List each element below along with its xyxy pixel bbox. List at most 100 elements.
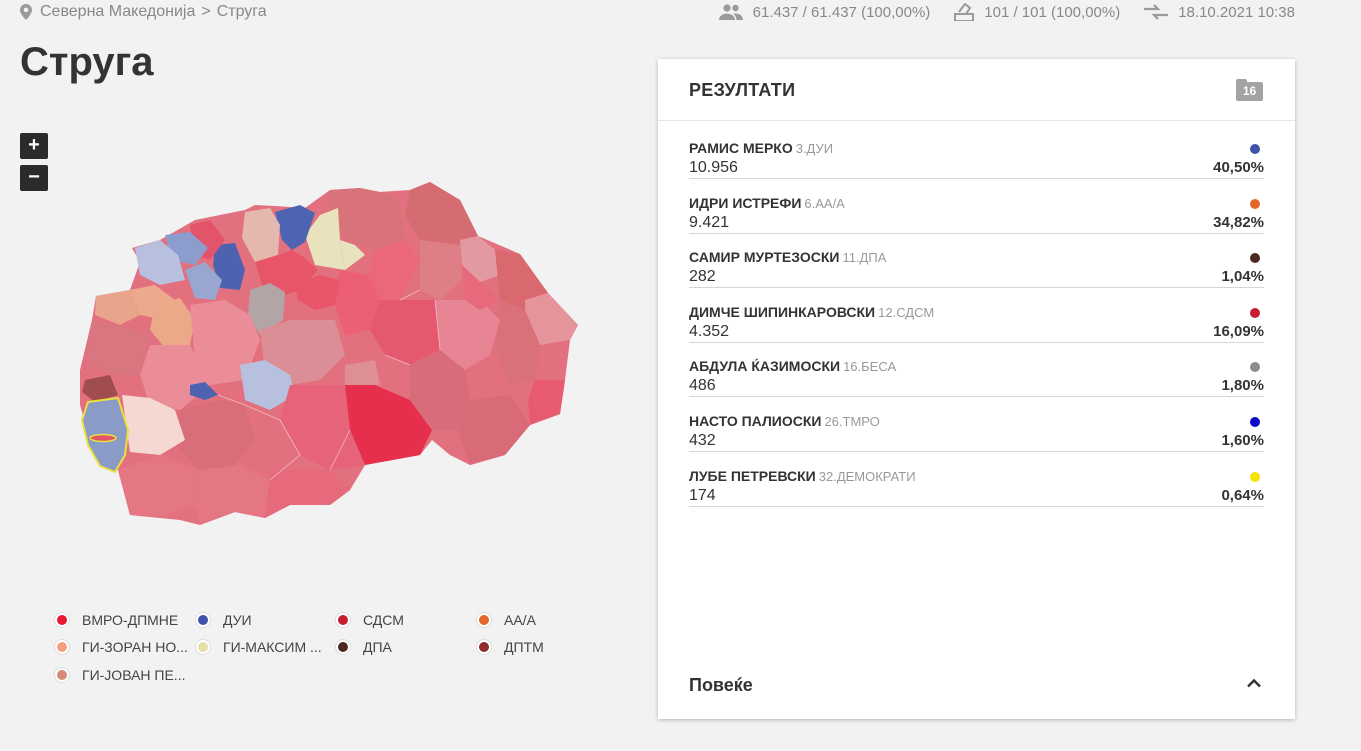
legend-item[interactable]: ДПТМ [477, 639, 544, 655]
swap-arrows-icon [1144, 4, 1169, 20]
map-region-center-east[interactable] [435, 300, 500, 370]
map-region-skopje-gray[interactable] [248, 283, 285, 335]
map-region-southwest[interactable] [175, 400, 255, 470]
legend-dot [55, 613, 69, 627]
map-region-center-lightblue[interactable] [240, 360, 295, 410]
party-color-dot [1250, 253, 1260, 264]
top-bar: Северна Македонија > Струга 61.437 / 61.… [0, 0, 1361, 28]
legend-item[interactable]: ВМРО-ДПМНЕ [55, 612, 178, 628]
candidate-party: 12.СДСМ [878, 304, 935, 320]
zoom-in-button[interactable]: + [20, 133, 48, 159]
map-region-north-yellow[interactable] [305, 208, 365, 270]
map-region-skopje-east[interactable] [295, 275, 340, 310]
map-region-center-west[interactable] [260, 320, 345, 385]
result-row[interactable]: АБДУЛА ЌАЗИМОСКИ 16.БЕСА 486 1,80% [689, 355, 1264, 410]
people-icon [718, 4, 743, 20]
results-list: РАМИС МЕРКО 3.ДУИ 10.956 40,50% ИДРИ ИСТР… [689, 137, 1264, 519]
map-region-west-orange-2[interactable] [150, 298, 195, 348]
municipality-map[interactable] [70, 175, 585, 535]
location-pin-icon [20, 4, 32, 20]
zoom-out-button[interactable]: − [20, 165, 48, 191]
legend-label: ГИ-МАКСИМ ... [223, 639, 322, 655]
map-region-west-pink[interactable] [86, 320, 150, 375]
candidate-percent: 40,50% [1213, 159, 1264, 176]
result-row[interactable]: САМИР МУРТЕЗОСКИ 11.ДПА 282 1,04% [689, 246, 1264, 301]
legend-item[interactable]: ГИ-ЗОРАН НО... [55, 639, 188, 655]
map-region-south-center-red[interactable] [345, 385, 432, 465]
result-row[interactable]: НАСТО ПАЛИОСКИ 26.ТМРО 432 1,60% [689, 410, 1264, 465]
legend-label: ГИ-ЈОВАН ПЕ... [82, 667, 186, 683]
map-region-center-east-2[interactable] [462, 265, 500, 310]
candidate-party: 11.ДПА [842, 250, 887, 266]
legend-item[interactable]: СДСМ [336, 612, 404, 628]
legend-item[interactable]: ДПА [336, 639, 392, 655]
map-region-far-east[interactable] [525, 293, 578, 345]
result-row[interactable]: РАМИС МЕРКО 3.ДУИ 10.956 40,50% [689, 137, 1264, 192]
map-region-southeast-2[interactable] [528, 380, 565, 425]
legend-dot [477, 613, 491, 627]
candidate-votes: 282 [689, 268, 716, 286]
map-region-east-light[interactable] [460, 236, 500, 282]
legend-dot [196, 613, 210, 627]
map-region-north-blue[interactable] [275, 205, 315, 250]
map-region-center-2[interactable] [370, 300, 440, 365]
legend-label: ДПТМ [504, 639, 544, 655]
map-region-south-center-2[interactable] [410, 350, 470, 430]
map-region-southeast[interactable] [495, 300, 540, 385]
map-region-north-pink[interactable] [330, 188, 405, 250]
map-region-center[interactable] [335, 270, 380, 335]
map-struga-lake-marker [89, 433, 117, 443]
map-region-south-east-3[interactable] [458, 395, 530, 465]
ballot-box-icon [954, 3, 975, 21]
map-region-center-north[interactable] [368, 240, 420, 300]
map-region-borders [217, 239, 441, 481]
result-row[interactable]: ЛУБЕ ПЕТРЕВСКИ 32.ДЕМОКРАТИ 174 0,64% [689, 465, 1264, 520]
candidate-name: ДИМЧЕ ШИПИНКАРОВСКИ [689, 303, 876, 320]
results-title: РЕЗУЛТАТИ [689, 80, 796, 100]
map-region-east[interactable] [495, 250, 548, 310]
folder-count-badge[interactable]: 16 [1236, 79, 1263, 101]
row-divider [689, 341, 1264, 343]
map-region-south-1[interactable] [118, 455, 200, 518]
map-region-center-north-2[interactable] [420, 240, 462, 300]
candidate-votes: 10.956 [689, 159, 738, 176]
map-region-northeast[interactable] [405, 182, 478, 245]
polling-stations-value: 101 / 101 (100,00%) [984, 3, 1121, 21]
map-region-struga-east[interactable] [122, 395, 185, 455]
result-row[interactable]: ИДРИ ИСТРЕФИ 6.АА/А 9.421 34,82% [689, 192, 1264, 247]
more-button[interactable]: Повеќе [689, 675, 753, 695]
map-region-northwest-blue[interactable] [213, 243, 245, 290]
map-region-tetovo[interactable] [135, 240, 185, 285]
legend-item[interactable]: ДУИ [196, 612, 252, 628]
candidate-name: ИДРИ ИСТРЕФИ [689, 194, 802, 211]
breadcrumb-country-link[interactable]: Северна Македонија [40, 3, 196, 20]
map-region-south-3[interactable] [265, 470, 350, 518]
legend-item[interactable]: ГИ-ЈОВАН ПЕ... [55, 667, 185, 683]
result-row[interactable]: ДИМЧЕ ШИПИНКАРОВСКИ 12.СДСМ 4.352 16,09% [689, 301, 1264, 356]
candidate-votes: 4.352 [689, 322, 730, 340]
chevron-up-icon[interactable] [1246, 678, 1262, 688]
legend-item[interactable]: ГИ-МАКСИМ ... [196, 639, 322, 655]
map-region-debar[interactable] [82, 375, 118, 402]
row-divider [689, 450, 1264, 452]
party-color-dot [1250, 362, 1260, 373]
map-region-small-blue[interactable] [190, 382, 218, 400]
map-region-north-beige[interactable] [242, 208, 280, 262]
folder-count: 16 [1236, 82, 1263, 101]
map-region-tetovo-2[interactable] [185, 262, 222, 300]
map-region-south-center[interactable] [280, 385, 365, 470]
map-region-south-2[interactable] [195, 465, 270, 525]
row-divider [689, 287, 1264, 289]
legend-dot [336, 640, 350, 654]
map-region-gostivar[interactable] [190, 300, 260, 385]
map-region-west-orange-3[interactable] [95, 290, 140, 325]
candidate-name: АБДУЛА ЌАЗИМОСКИ [689, 358, 841, 375]
row-divider [689, 178, 1264, 179]
page-title: Струга [20, 40, 154, 84]
breadcrumb: Северна Македонија > Струга [20, 3, 267, 21]
candidate-percent: 34,82% [1213, 213, 1264, 231]
party-color-dot [1250, 144, 1260, 154]
row-divider [689, 396, 1264, 398]
map-region-south-center-3[interactable] [345, 360, 380, 385]
legend-item[interactable]: АА/А [477, 612, 536, 628]
